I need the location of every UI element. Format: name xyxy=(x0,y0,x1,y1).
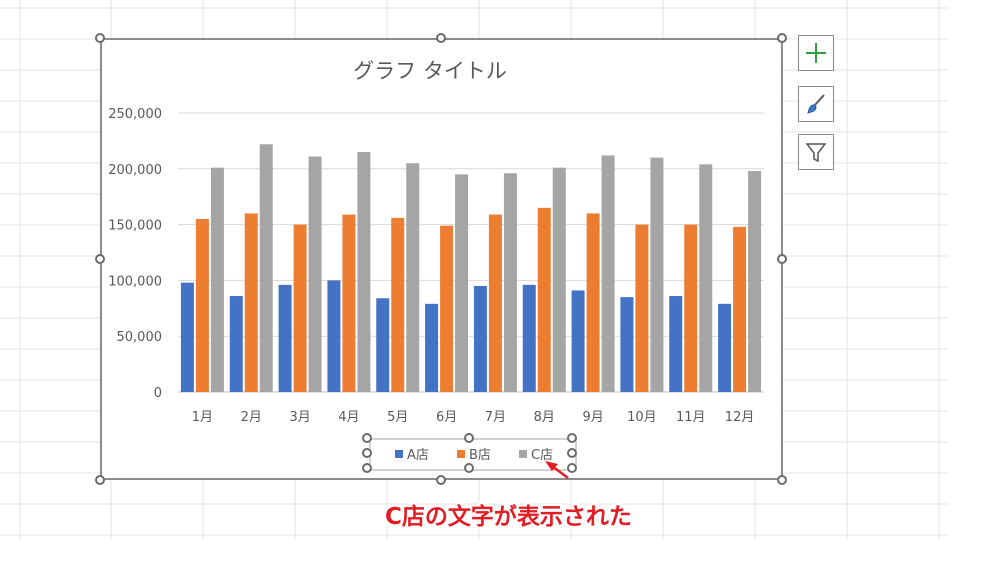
y-tick-label: 100,000 xyxy=(108,274,162,289)
bar-C店-5月[interactable] xyxy=(406,163,420,392)
legend-resize-handle-top[interactable] xyxy=(464,433,474,443)
chart-styles-button[interactable] xyxy=(798,86,834,122)
bar-A店-10月[interactable] xyxy=(620,297,634,392)
legend-label: A店 xyxy=(407,448,429,463)
chart-resize-handle-bottom-left[interactable] xyxy=(95,475,105,485)
bar-C店-6月[interactable] xyxy=(455,174,469,392)
bar-B店-4月[interactable] xyxy=(342,214,356,392)
chart-resize-handle-bottom-right[interactable] xyxy=(777,475,787,485)
x-tick-label: 2月 xyxy=(241,410,262,425)
bar-A店-1月[interactable] xyxy=(180,282,194,392)
bar-B店-2月[interactable] xyxy=(244,213,258,392)
chart-elements-button[interactable] xyxy=(798,35,834,71)
chart-filters-button[interactable] xyxy=(798,134,834,170)
legend-swatch xyxy=(395,450,403,458)
x-tick-label: 9月 xyxy=(582,410,603,425)
legend-swatch xyxy=(519,450,527,458)
x-tick-label: 11月 xyxy=(676,410,706,425)
bar-A店-12月[interactable] xyxy=(718,303,732,392)
y-tick-label: 0 xyxy=(154,386,162,401)
x-tick-label: 8月 xyxy=(534,410,555,425)
bar-C店-1月[interactable] xyxy=(210,167,224,392)
bar-C店-9月[interactable] xyxy=(601,155,615,392)
bar-B店-12月[interactable] xyxy=(733,226,747,392)
bar-A店-4月[interactable] xyxy=(327,280,341,392)
bar-A店-7月[interactable] xyxy=(473,285,487,392)
x-tick-label: 10月 xyxy=(627,410,657,425)
bar-A店-8月[interactable] xyxy=(522,284,536,392)
x-tick-label: 7月 xyxy=(485,410,506,425)
bar-B店-1月[interactable] xyxy=(195,219,209,392)
plus-icon xyxy=(806,43,826,63)
bar-B店-9月[interactable] xyxy=(586,213,600,392)
bar-B店-6月[interactable] xyxy=(440,225,454,392)
chart-resize-handle-top-left[interactable] xyxy=(95,33,105,43)
chart-resize-handle-right[interactable] xyxy=(777,254,787,264)
x-tick-label: 4月 xyxy=(338,410,359,425)
y-tick-label: 50,000 xyxy=(117,330,163,345)
chart-resize-handle-bottom[interactable] xyxy=(436,475,446,485)
bar-C店-2月[interactable] xyxy=(259,144,273,392)
x-tick-label: 6月 xyxy=(436,410,457,425)
bar-C店-8月[interactable] xyxy=(552,167,566,392)
legend-resize-handle-left[interactable] xyxy=(362,448,372,458)
bar-B店-11月[interactable] xyxy=(684,224,698,392)
bar-B店-5月[interactable] xyxy=(391,217,405,392)
chart-resize-handle-top-right[interactable] xyxy=(777,33,787,43)
bar-B店-8月[interactable] xyxy=(537,207,551,392)
chart-resize-handle-top[interactable] xyxy=(436,33,446,43)
bar-C店-10月[interactable] xyxy=(650,157,664,392)
y-tick-label: 150,000 xyxy=(108,219,162,234)
bar-C店-4月[interactable] xyxy=(357,152,371,392)
legend-resize-handle-top-right[interactable] xyxy=(567,433,577,443)
brush-icon xyxy=(807,94,825,114)
x-tick-label: 3月 xyxy=(289,410,310,425)
legend-resize-handle-top-left[interactable] xyxy=(362,433,372,443)
bar-A店-9月[interactable] xyxy=(571,290,585,392)
bar-B店-7月[interactable] xyxy=(488,214,502,392)
legend-resize-handle-bottom-left[interactable] xyxy=(362,463,372,473)
chart-legend[interactable]: A店 B店 C店 xyxy=(369,438,577,471)
annotation-text: C店の文字が表示された xyxy=(385,504,632,530)
bar-A店-5月[interactable] xyxy=(376,298,390,392)
legend-swatch xyxy=(457,450,465,458)
y-tick-label: 250,000 xyxy=(108,107,162,122)
x-tick-label: 1月 xyxy=(192,410,213,425)
chart-title[interactable]: グラフ タイトル xyxy=(353,59,507,83)
bar-B店-3月[interactable] xyxy=(293,224,307,392)
bar-A店-6月[interactable] xyxy=(425,303,439,392)
legend-label: C店 xyxy=(531,448,553,463)
bar-C店-3月[interactable] xyxy=(308,156,322,392)
bar-C店-7月[interactable] xyxy=(503,173,517,392)
legend-label: B店 xyxy=(469,448,491,463)
x-tick-label: 5月 xyxy=(387,410,408,425)
legend-resize-handle-right[interactable] xyxy=(567,448,577,458)
legend-resize-handle-bottom-right[interactable] xyxy=(567,463,577,473)
bar-A店-2月[interactable] xyxy=(229,296,243,392)
y-tick-label: 200,000 xyxy=(108,163,162,178)
legend-resize-handle-bottom[interactable] xyxy=(464,463,474,473)
bar-C店-11月[interactable] xyxy=(699,164,713,392)
bar-chart: グラフ タイトル 0 50,000 100,000 150,000 200,000 250,… xyxy=(108,59,764,471)
filter-icon xyxy=(805,143,827,163)
bar-A店-3月[interactable] xyxy=(278,284,292,392)
bar-A店-11月[interactable] xyxy=(669,296,683,392)
bar-C店-12月[interactable] xyxy=(748,171,762,392)
chart-resize-handle-left[interactable] xyxy=(95,254,105,264)
x-tick-label: 12月 xyxy=(725,410,755,425)
chart-area[interactable]: グラフ タイトル 0 50,000 100,000 150,000 200,000 250,… xyxy=(100,38,783,480)
bar-B店-10月[interactable] xyxy=(635,224,649,392)
